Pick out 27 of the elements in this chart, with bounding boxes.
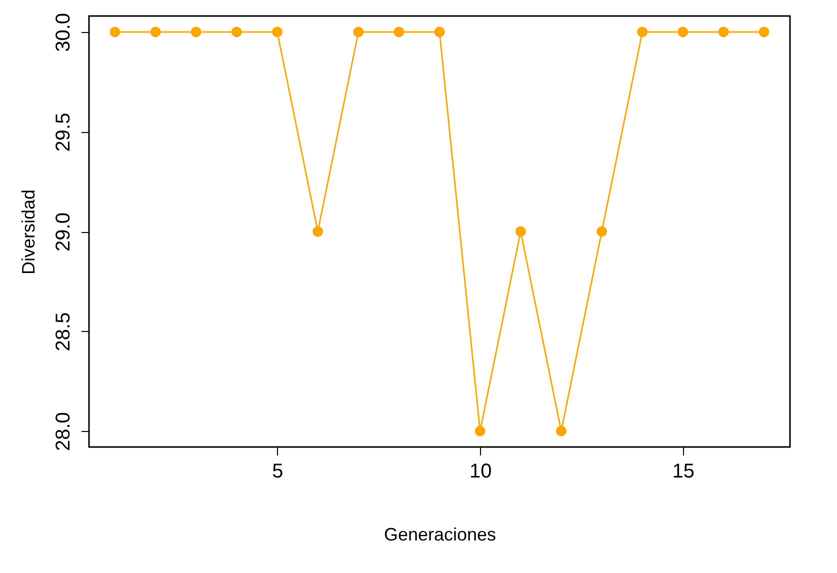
point (515, 226, 526, 237)
point (231, 26, 242, 38)
point (150, 26, 161, 38)
y-tick-label: 29.5 (52, 112, 74, 152)
point (758, 26, 770, 38)
x-tick-label: 10 (469, 460, 492, 482)
x-tick-label: 5 (272, 460, 284, 482)
point (596, 226, 608, 237)
point (272, 26, 282, 38)
y-tick-label: 30.0 (52, 12, 74, 52)
point (556, 426, 566, 436)
point (110, 26, 120, 38)
point (718, 26, 729, 38)
point (394, 26, 404, 38)
point (312, 226, 324, 237)
point (637, 26, 648, 38)
y-axis-title: Diversidad (18, 189, 38, 275)
y-tick-label: 29.0 (52, 212, 74, 252)
point (474, 426, 486, 436)
y-tick-label: 28.0 (52, 412, 74, 452)
point (353, 26, 364, 38)
x-tick-label: 15 (672, 460, 695, 482)
x-axis-title: Generaciones (384, 524, 496, 544)
point (190, 26, 202, 38)
y-tick-label: 28.5 (52, 312, 74, 352)
point (434, 26, 445, 38)
point (678, 26, 688, 38)
